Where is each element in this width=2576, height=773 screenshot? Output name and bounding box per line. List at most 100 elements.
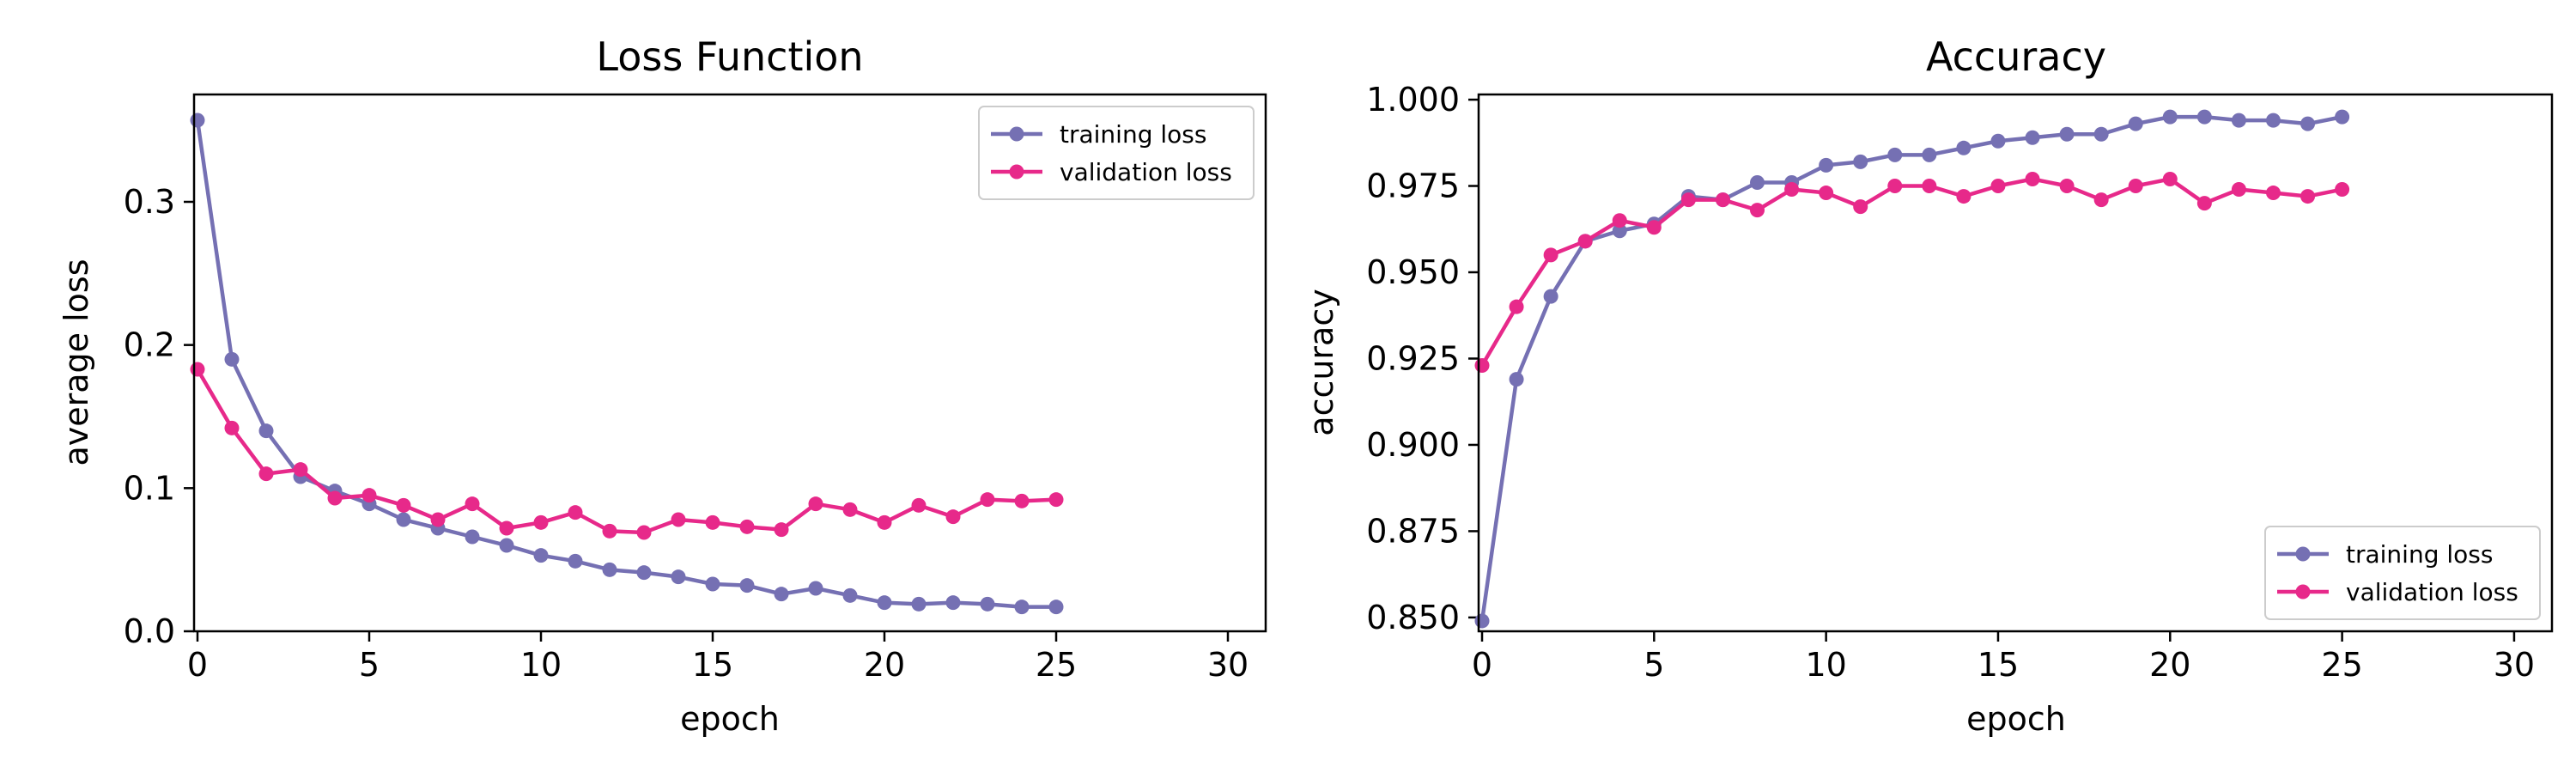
- accuracy-chart: Accuracy epoch accuracy 0 5 10 15 20 25 30 0.85…: [1303, 33, 2554, 738]
- data-point: [1922, 147, 1937, 162]
- accuracy-chart-ticks: 0 5 10 15 20 25 30 0.850 0.875 0.900 0.925 0.950 0.9…: [1366, 81, 2535, 684]
- data-point: [2093, 192, 2109, 208]
- y-tick-label: 0.1: [124, 469, 175, 507]
- data-point: [396, 497, 411, 513]
- y-tick-label: 0.950: [1366, 253, 1460, 291]
- data-point: [499, 538, 514, 553]
- x-tick-label: 25: [1036, 646, 1077, 684]
- x-tick-label: 15: [1978, 646, 2019, 684]
- y-tick-label: 0.0: [124, 612, 175, 650]
- data-point: [808, 496, 823, 512]
- data-point: [842, 587, 858, 603]
- data-point: [1784, 182, 1800, 198]
- data-point: [2025, 171, 2040, 186]
- data-point: [671, 569, 686, 585]
- data-point: [842, 502, 858, 517]
- data-point: [2025, 130, 2040, 145]
- data-point: [2128, 179, 2143, 194]
- data-point: [671, 512, 686, 527]
- data-point: [2093, 126, 2109, 142]
- data-point: [361, 488, 377, 503]
- accuracy-chart-legend: training loss validation loss: [2264, 526, 2541, 620]
- x-tick-label: 0: [1472, 646, 1492, 684]
- data-point: [396, 512, 411, 527]
- data-point: [258, 423, 274, 439]
- loss-chart-series: [190, 113, 1064, 615]
- x-tick-label: 0: [187, 646, 208, 684]
- legend-label: training loss: [2346, 540, 2493, 569]
- data-point: [224, 351, 240, 367]
- data-point: [739, 578, 755, 593]
- x-tick-label: 25: [2321, 646, 2362, 684]
- data-point: [1680, 192, 1696, 208]
- data-point: [2231, 113, 2246, 128]
- series-line-0: [195, 119, 1056, 609]
- data-point: [2265, 186, 2281, 201]
- x-tick-label: 5: [359, 646, 380, 684]
- data-point: [1956, 189, 1971, 204]
- data-point: [2162, 171, 2178, 186]
- y-tick-label: 0.2: [124, 326, 175, 364]
- data-point: [2335, 109, 2350, 125]
- accuracy-chart-series: [1474, 109, 2350, 629]
- data-point: [1048, 600, 1064, 615]
- x-tick-label: 20: [2149, 646, 2190, 684]
- data-point: [911, 596, 927, 612]
- x-tick-label: 10: [520, 646, 562, 684]
- loss-chart-ylabel: average loss: [58, 259, 95, 466]
- loss-chart-title: Loss Function: [596, 33, 863, 80]
- data-point: [739, 519, 755, 534]
- accuracy-chart-axes-frame: [1477, 93, 2554, 633]
- legend-swatch-marker: [1009, 164, 1024, 180]
- data-point: [327, 490, 343, 506]
- data-point: [258, 466, 274, 482]
- loss-chart-xlabel: epoch: [680, 700, 780, 738]
- legend-swatch-marker: [1009, 126, 1024, 142]
- x-tick-label: 10: [1805, 646, 1846, 684]
- data-point: [568, 553, 583, 569]
- legend-box: [2264, 526, 2541, 620]
- y-tick-label: 1.000: [1366, 81, 1460, 119]
- data-point: [224, 420, 240, 435]
- loss-chart-legend: training loss validation loss: [978, 106, 1255, 200]
- legend-label: validation loss: [1060, 158, 1232, 186]
- data-point: [774, 522, 789, 538]
- x-tick-label: 5: [1643, 646, 1664, 684]
- data-point: [1646, 220, 1662, 235]
- legend-swatch-marker: [2295, 546, 2311, 562]
- data-point: [980, 596, 995, 612]
- y-tick-label: 0.975: [1366, 167, 1460, 205]
- data-point: [1819, 186, 1834, 201]
- data-point: [877, 514, 892, 530]
- x-tick-label: 20: [864, 646, 905, 684]
- data-point: [2196, 196, 2212, 211]
- data-point: [2059, 126, 2075, 142]
- data-point: [533, 548, 549, 563]
- data-point: [190, 113, 205, 128]
- data-point: [293, 462, 308, 478]
- legend-label: training loss: [1060, 120, 1206, 149]
- data-point: [499, 520, 514, 536]
- data-point: [2265, 113, 2281, 128]
- data-point: [1048, 492, 1064, 508]
- series-line-1: [196, 368, 1057, 535]
- data-point: [1750, 203, 1765, 218]
- data-point: [2300, 189, 2316, 204]
- accuracy-chart-title: Accuracy: [1926, 33, 2106, 80]
- data-point: [1819, 157, 1834, 173]
- data-point: [1956, 140, 1971, 155]
- data-point: [1612, 223, 1627, 239]
- data-point: [1612, 213, 1627, 228]
- data-point: [774, 587, 789, 602]
- data-point: [1474, 358, 1490, 374]
- data-point: [1577, 234, 1593, 249]
- legend-swatch-marker: [2295, 584, 2311, 600]
- data-point: [430, 512, 446, 527]
- legend-box: [978, 106, 1255, 200]
- data-point: [1887, 147, 1903, 162]
- accuracy-chart-xlabel: epoch: [1966, 700, 2066, 738]
- data-point: [1509, 299, 1524, 314]
- x-tick-label: 30: [2494, 646, 2535, 684]
- accuracy-chart-ylabel: accuracy: [1303, 289, 1340, 435]
